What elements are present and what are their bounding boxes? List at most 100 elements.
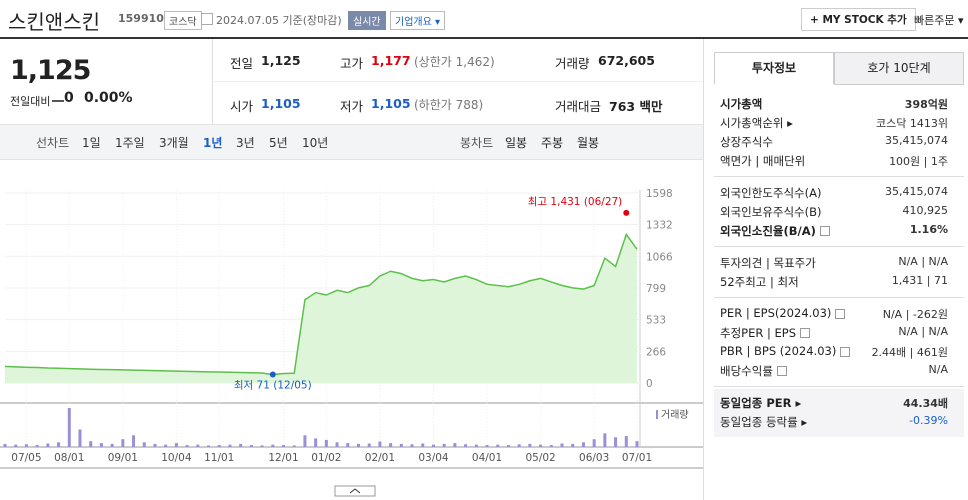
candle-tab[interactable]: 주봉 [541, 136, 564, 150]
info-label: 외국인한도주식수(A) [720, 186, 822, 200]
info-value: 410,925 [902, 204, 949, 217]
quote-sub: (상한가 1,462) [414, 55, 495, 69]
candle-tab[interactable]: 월봉 [577, 136, 600, 150]
volume-bar [581, 442, 585, 447]
info-value: N/A | -262원 [882, 308, 948, 321]
info-label: 상장주식수 [720, 135, 773, 149]
chart-tabs [0, 124, 703, 160]
x-tick-label: 03/04 [418, 452, 449, 464]
y-tick-label: 533 [646, 315, 666, 327]
volume-bar [292, 445, 296, 447]
volume-bar [89, 441, 93, 447]
quote-label: 고가 [340, 56, 364, 71]
volume-bar [453, 443, 457, 447]
volume-bar [485, 445, 489, 447]
divider [703, 39, 704, 500]
volume-bar [378, 441, 382, 447]
x-tick-label: 07/01 [622, 452, 652, 464]
info-value: 1.16% [909, 223, 948, 236]
volume-bar [431, 444, 435, 447]
overview-text: 기업개요 [395, 17, 432, 28]
x-tick-label: 11/01 [204, 452, 234, 464]
volume-bar [603, 433, 607, 447]
volume-bar [410, 444, 414, 447]
info-value: 35,415,074 [885, 185, 948, 198]
x-tick-label: 08/01 [54, 452, 84, 464]
volume-bar [421, 443, 425, 447]
volume-bar [539, 444, 543, 447]
area [5, 234, 637, 383]
range-tab[interactable]: 5년 [269, 136, 288, 150]
low-label: 최저 71 (12/05) [234, 380, 312, 392]
range-tab[interactable]: 3개월 [159, 136, 189, 150]
candle-tab[interactable]: 일봉 [505, 136, 528, 150]
candle-chart-label: 봉차트 [460, 136, 494, 150]
volume-legend-mark [656, 410, 658, 419]
low-marker [269, 371, 276, 378]
volume-bar [67, 408, 71, 447]
volume-bar [207, 445, 211, 447]
volume-bar [399, 443, 403, 447]
volume-bar [3, 443, 7, 447]
quote-value: 672,605 [598, 53, 655, 68]
chart: 0 266 533 799 1066 1332 1598 07/05 08/01 09/01 10/… [0, 188, 703, 497]
x-tick-label: 02/01 [365, 452, 395, 464]
range-tab[interactable]: 10년 [302, 136, 329, 150]
volume-bar [121, 439, 125, 447]
info-value: 398억원 [904, 98, 948, 111]
group-divider [714, 176, 964, 177]
y-tick-label: 1066 [646, 251, 673, 263]
info-label: 동일업종 PER ▸ [720, 396, 802, 410]
sidebar-tab[interactable]: 호가 10단계 [834, 52, 964, 85]
info-value: 100원 | 1주 [889, 155, 948, 168]
volume-bar [464, 444, 468, 447]
volume-bar [46, 443, 50, 447]
volume-bar [249, 445, 253, 447]
volume-bar [185, 445, 189, 447]
info-value: 35,415,074 [885, 134, 948, 147]
info-label: 추정PER | EPS [720, 326, 797, 340]
quick-order[interactable]: 빠른주문 ▾ [914, 14, 964, 27]
price-line [4, 232, 638, 376]
help-icon [777, 366, 787, 376]
info-label: 투자의견 | 목표주가 [720, 256, 816, 270]
x-tick-label: 01/02 [311, 452, 341, 464]
divider [212, 81, 702, 82]
collapse-icon [349, 488, 361, 494]
realtime-badge[interactable]: 실시간 [348, 11, 386, 30]
volume-bar [78, 429, 82, 447]
market-badge: 코스닥 [164, 11, 202, 30]
y-tick-label: 0 [646, 378, 653, 390]
stock-name: 스킨앤스킨 [8, 10, 100, 34]
x-tick-label: 05/02 [525, 452, 555, 464]
sidebar-tab[interactable]: 투자정보 [714, 52, 834, 84]
quote-value: 1,177 [371, 53, 411, 68]
overview-button[interactable]: 기업개요 ▾ [390, 11, 446, 30]
volume-bar [571, 443, 575, 447]
volume-bar [35, 445, 39, 447]
change-label: 전일대비 [10, 95, 51, 108]
range-tab[interactable]: 1년 [203, 136, 223, 150]
info-value: -0.39% [909, 414, 948, 427]
volume-bar [506, 445, 510, 447]
info-value: N/A | N/A [898, 255, 948, 268]
volume-bar [153, 443, 157, 447]
volume-bar [303, 435, 307, 447]
quote-label: 시가 [230, 99, 254, 114]
range-tab[interactable]: 1일 [82, 136, 101, 150]
range-tab[interactable]: 3년 [236, 136, 255, 150]
collapse-button[interactable] [334, 485, 376, 497]
quote-label: 거래량 [555, 56, 590, 71]
mystock-button[interactable]: + MY STOCK 추가 [801, 8, 916, 31]
change-pct: 0.00% [84, 90, 133, 106]
volume-bar [271, 444, 275, 447]
volume-bar [217, 445, 221, 447]
volume-legend: 거래량 [661, 409, 689, 421]
info-label: 배당수익률 [720, 364, 773, 378]
range-tab[interactable]: 1주일 [115, 136, 145, 150]
current-price: 1,125 [10, 55, 91, 86]
volume-bar [496, 444, 500, 447]
volume-bar [99, 443, 103, 447]
info-label: PBR | BPS (2024.03) [720, 344, 837, 358]
